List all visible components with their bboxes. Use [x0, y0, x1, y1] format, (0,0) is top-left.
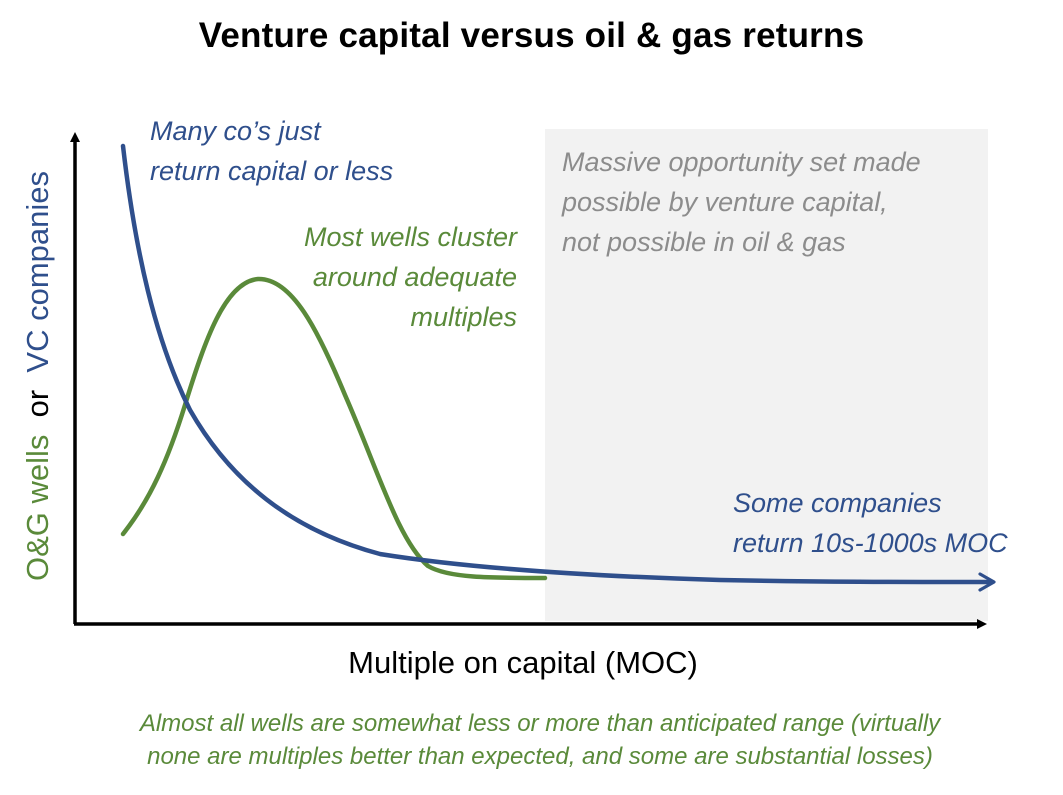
annotation-line: around adequate [312, 262, 517, 292]
annotation-line: Many co’s just [150, 116, 321, 146]
annotation-vc-low-returns: Many co’s just return capital or less [150, 111, 393, 191]
x-axis-label: Multiple on capital (MOC) [348, 645, 698, 680]
annotation-vc-high-returns: Some companies return 10s-1000s MOC [733, 483, 1008, 563]
footnote-line: Almost all wells are somewhat less or mo… [139, 710, 941, 737]
annotation-line: multiples [410, 302, 517, 332]
opportunity-region [545, 129, 988, 621]
y-axis-label-or: or [20, 389, 55, 418]
vc-companies-curve [120, 143, 996, 592]
annotation-opportunity-set: Massive opportunity set made possible by… [562, 142, 921, 262]
annotation-line: return 10s-1000s MOC [733, 528, 1008, 558]
annotation-line: possible by venture capital, [562, 187, 888, 217]
annotation-og-cluster: Most wells cluster around adequate multi… [240, 217, 517, 337]
footnote-line: none are multiples better than expected,… [147, 743, 933, 770]
chart-title: Venture capital versus oil & gas returns [198, 16, 865, 55]
annotation-line: Most wells cluster [303, 222, 517, 252]
y-axis-label-og: O&G wells [20, 434, 55, 582]
y-axis-label-vc: VC companies [20, 170, 55, 373]
annotation-line: Massive opportunity set made [562, 147, 921, 177]
og-wells-curve [120, 276, 548, 581]
annotation-line: return capital or less [150, 156, 394, 186]
y-axis-label: O&G wells or VC companies [20, 171, 56, 581]
annotation-line: Some companies [733, 488, 942, 518]
annotation-line: not possible in oil & gas [562, 227, 846, 257]
footnote: Almost all wells are somewhat less or mo… [0, 707, 1063, 773]
